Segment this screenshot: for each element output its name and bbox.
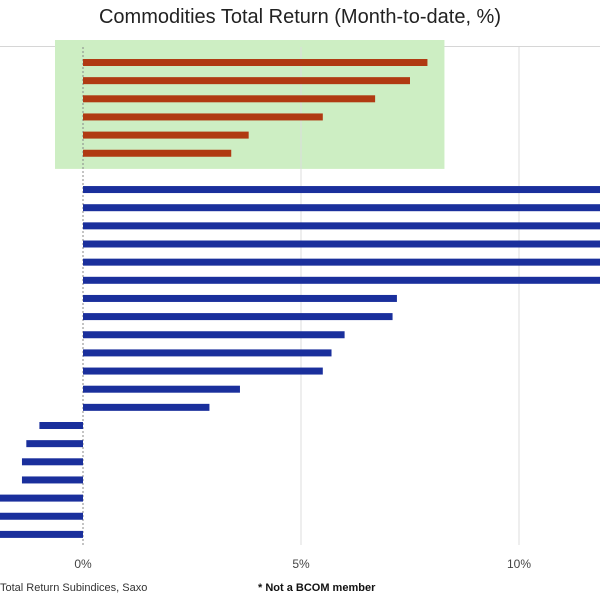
highlighted-bar (83, 113, 323, 121)
bar-layer (0, 59, 600, 538)
x-tick-label: 0% (74, 557, 92, 571)
x-tick-label: 10% (507, 557, 531, 571)
bar (83, 276, 600, 284)
chart-title: Commodities Total Return (Month-to-date,… (98, 6, 501, 28)
highlighted-bar (83, 131, 249, 139)
x-tick-label: 5% (292, 557, 310, 571)
bar (83, 331, 345, 339)
highlighted-bar (83, 95, 376, 103)
bar (83, 204, 600, 212)
highlighted-bar (83, 77, 410, 85)
bar (83, 367, 323, 375)
tick-layer: 0%5%10%15%20% (74, 557, 531, 571)
bar (21, 458, 83, 466)
bar (0, 512, 83, 520)
bar (39, 422, 83, 429)
bar (21, 476, 83, 484)
bar (0, 494, 84, 502)
bar (83, 240, 600, 248)
bar (83, 258, 600, 266)
source-note: Total Return Subindices, Saxo (0, 582, 148, 594)
bar (0, 530, 83, 538)
bar (83, 222, 600, 230)
bar (83, 294, 397, 302)
bar (83, 385, 240, 393)
footnote: * Not a BCOM member (258, 582, 376, 594)
bar (83, 349, 332, 357)
bar (83, 403, 210, 411)
highlighted-bar (83, 149, 232, 157)
bar (83, 313, 393, 321)
bar (83, 186, 600, 194)
highlighted-bar (83, 59, 428, 66)
bar (26, 440, 83, 448)
